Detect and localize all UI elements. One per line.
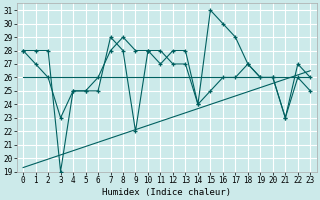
X-axis label: Humidex (Indice chaleur): Humidex (Indice chaleur) — [102, 188, 231, 197]
